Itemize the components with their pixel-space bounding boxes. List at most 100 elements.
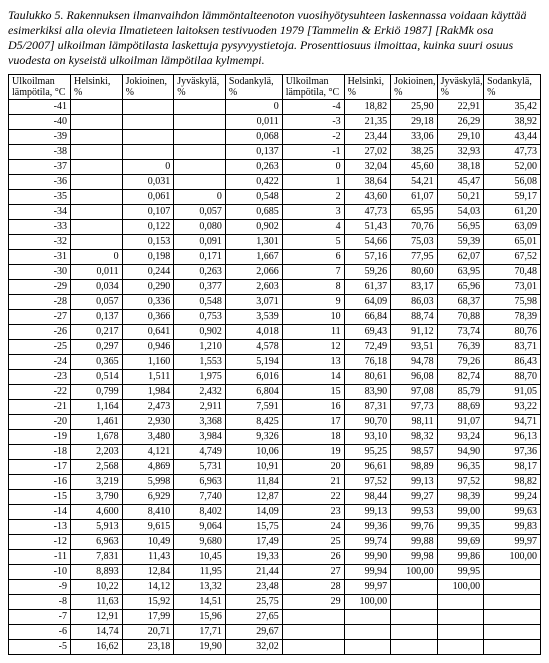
- table-cell: 14,12: [122, 580, 174, 595]
- table-cell: [282, 640, 344, 655]
- table-cell: 50,21: [437, 190, 483, 205]
- table-row: -360,0310,422138,6454,2145,4756,08: [9, 175, 541, 190]
- table-cell: 99,00: [437, 505, 483, 520]
- table-cell: [391, 610, 437, 625]
- table-cell: 99,97: [484, 535, 541, 550]
- table-cell: 73,01: [484, 280, 541, 295]
- table-cell: -21: [9, 400, 71, 415]
- table-cell: 96,08: [391, 370, 437, 385]
- table-cell: 5: [282, 235, 344, 250]
- table-cell: 15,92: [122, 595, 174, 610]
- table-cell: 99,35: [437, 520, 483, 535]
- table-cell: 17,99: [122, 610, 174, 625]
- table-cell: 61,07: [391, 190, 437, 205]
- table-cell: 86,03: [391, 295, 437, 310]
- table-cell: 78,39: [484, 310, 541, 325]
- table-cell: 25,90: [391, 100, 437, 115]
- table-cell: [70, 145, 122, 160]
- table-cell: 11,43: [122, 550, 174, 565]
- table-cell: 4,749: [174, 445, 226, 460]
- table-cell: 0,902: [225, 220, 282, 235]
- table-row: -108,89312,8411,9521,442799,94100,0099,9…: [9, 565, 541, 580]
- table-cell: 3,368: [174, 415, 226, 430]
- table-row: -280,0570,3360,5483,071964,0986,0368,377…: [9, 295, 541, 310]
- table-cell: 99,13: [391, 475, 437, 490]
- column-header: Ulkoilman lämpötila, °C: [282, 75, 344, 100]
- table-cell: 0,290: [122, 280, 174, 295]
- table-cell: [391, 640, 437, 655]
- table-cell: 6,929: [122, 490, 174, 505]
- table-cell: 99,53: [391, 505, 437, 520]
- table-cell: 5,731: [174, 460, 226, 475]
- table-cell: 16,62: [70, 640, 122, 655]
- table-cell: [437, 595, 483, 610]
- table-cell: 0,080: [174, 220, 226, 235]
- table-cell: -5: [9, 640, 71, 655]
- table-cell: 62,07: [437, 250, 483, 265]
- table-cell: 3,480: [122, 430, 174, 445]
- column-header: Helsinki, %: [70, 75, 122, 100]
- table-cell: 88,70: [484, 370, 541, 385]
- table-cell: -16: [9, 475, 71, 490]
- column-header: Jyväskylä, %: [437, 75, 483, 100]
- column-header: Ulkoilman lämpötila, °C: [9, 75, 71, 100]
- table-cell: [70, 175, 122, 190]
- table-cell: 0,753: [174, 310, 226, 325]
- table-cell: 28: [282, 580, 344, 595]
- table-cell: 75,03: [391, 235, 437, 250]
- table-cell: 26: [282, 550, 344, 565]
- table-cell: 10,45: [174, 550, 226, 565]
- table-cell: 96,35: [437, 460, 483, 475]
- table-cell: 10: [282, 310, 344, 325]
- table-cell: 27,02: [344, 145, 390, 160]
- table-cell: [70, 100, 122, 115]
- table-cell: 0,365: [70, 355, 122, 370]
- table-cell: 15: [282, 385, 344, 400]
- table-cell: 0,031: [122, 175, 174, 190]
- table-cell: 6,963: [174, 475, 226, 490]
- table-cell: 83,71: [484, 340, 541, 355]
- table-cell: 0,263: [174, 265, 226, 280]
- table-row: -400,011-321,3529,1826,2938,92: [9, 115, 541, 130]
- table-cell: [70, 160, 122, 175]
- table-cell: 0,377: [174, 280, 226, 295]
- table-cell: 52,00: [484, 160, 541, 175]
- table-cell: [122, 145, 174, 160]
- table-row: -390,068-223,4433,0629,1043,44: [9, 130, 541, 145]
- table-cell: 0: [282, 160, 344, 175]
- table-cell: 4,600: [70, 505, 122, 520]
- table-cell: 8,893: [70, 565, 122, 580]
- table-cell: -33: [9, 220, 71, 235]
- table-cell: 0,107: [122, 205, 174, 220]
- table-cell: 99,27: [391, 490, 437, 505]
- table-cell: 2,432: [174, 385, 226, 400]
- table-cell: 33,06: [391, 130, 437, 145]
- table-cell: -4: [282, 100, 344, 115]
- table-cell: 7,740: [174, 490, 226, 505]
- table-cell: 23: [282, 505, 344, 520]
- table-cell: 6,016: [225, 370, 282, 385]
- table-cell: 9,680: [174, 535, 226, 550]
- table-cell: 66,84: [344, 310, 390, 325]
- table-cell: -12: [9, 535, 71, 550]
- table-cell: 1,301: [225, 235, 282, 250]
- table-cell: 11,63: [70, 595, 122, 610]
- table-cell: 0,336: [122, 295, 174, 310]
- table-cell: 23,44: [344, 130, 390, 145]
- table-cell: 2,603: [225, 280, 282, 295]
- table-row: -380,137-127,0238,2532,9347,73: [9, 145, 541, 160]
- table-cell: 18,82: [344, 100, 390, 115]
- table-cell: [484, 580, 541, 595]
- table-cell: 3,071: [225, 295, 282, 310]
- table-cell: 11,95: [174, 565, 226, 580]
- table-cell: 11: [282, 325, 344, 340]
- table-cell: 0,548: [174, 295, 226, 310]
- table-cell: -11: [9, 550, 71, 565]
- table-row: -910,2214,1213,3223,482899,97100,00: [9, 580, 541, 595]
- table-cell: 6,963: [70, 535, 122, 550]
- table-cell: 93,51: [391, 340, 437, 355]
- table-cell: 43,60: [344, 190, 390, 205]
- table-cell: 14,09: [225, 505, 282, 520]
- table-cell: 25,75: [225, 595, 282, 610]
- table-cell: 99,98: [391, 550, 437, 565]
